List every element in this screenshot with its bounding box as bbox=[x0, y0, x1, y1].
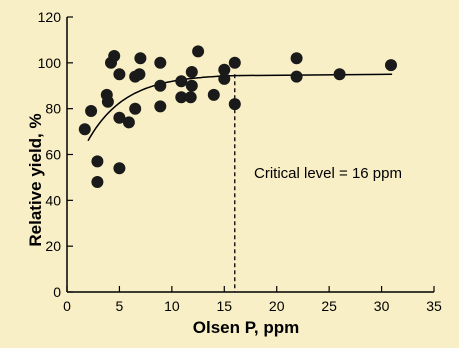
ticks: 0 5 10 15 20 25 30 35 0 20 40 60 80 100 120 bbox=[38, 9, 442, 314]
x-tick-label: 15 bbox=[216, 298, 232, 314]
data-point bbox=[385, 59, 397, 72]
data-point bbox=[333, 68, 346, 81]
y-tick-label: 80 bbox=[45, 101, 61, 117]
data-point bbox=[113, 111, 126, 124]
data-point bbox=[113, 68, 126, 81]
data-point bbox=[85, 105, 98, 117]
x-tick-label: 30 bbox=[374, 298, 390, 314]
y-axis-title: Relative yield, % bbox=[26, 113, 45, 246]
x-tick-label: 10 bbox=[164, 298, 180, 314]
x-tick-label: 25 bbox=[321, 298, 337, 314]
data-point bbox=[154, 56, 167, 69]
data-point bbox=[290, 52, 303, 65]
y-tick-label: 120 bbox=[38, 9, 62, 25]
data-point bbox=[184, 91, 197, 104]
y-tick-label: 20 bbox=[45, 238, 61, 254]
data-point bbox=[218, 72, 231, 85]
data-point bbox=[185, 66, 198, 78]
data-point bbox=[175, 91, 188, 104]
data-point bbox=[207, 88, 220, 101]
data-point bbox=[185, 79, 198, 92]
data-point bbox=[91, 155, 104, 168]
data-point bbox=[218, 63, 231, 76]
critical-level-annotation: Critical level = 16 ppm bbox=[254, 165, 402, 182]
axes bbox=[66, 17, 434, 293]
data-point bbox=[113, 162, 126, 175]
y-tick-label: 40 bbox=[45, 192, 61, 208]
x-tick-label: 35 bbox=[426, 298, 442, 314]
y-tick-label: 0 bbox=[53, 284, 61, 300]
y-tick-label: 60 bbox=[45, 147, 61, 163]
data-point bbox=[101, 95, 114, 108]
data-point bbox=[192, 45, 205, 58]
data-point bbox=[290, 70, 303, 83]
data-point bbox=[108, 50, 121, 62]
data-point bbox=[228, 56, 241, 69]
data-point bbox=[134, 52, 147, 65]
data-point bbox=[78, 123, 91, 136]
x-tick-label: 0 bbox=[63, 298, 71, 314]
data-point bbox=[154, 79, 167, 92]
data-point bbox=[154, 100, 167, 113]
x-axis-title: Olsen P, ppm bbox=[193, 318, 299, 337]
data-point bbox=[228, 98, 241, 111]
data-point bbox=[91, 176, 104, 188]
data-point bbox=[133, 68, 146, 81]
x-tick-label: 5 bbox=[116, 298, 124, 314]
x-tick-label: 20 bbox=[269, 298, 285, 314]
data-point bbox=[129, 102, 142, 115]
data-points bbox=[78, 45, 397, 188]
data-point bbox=[122, 116, 135, 129]
data-point bbox=[175, 75, 188, 88]
y-tick-label: 100 bbox=[38, 55, 62, 71]
